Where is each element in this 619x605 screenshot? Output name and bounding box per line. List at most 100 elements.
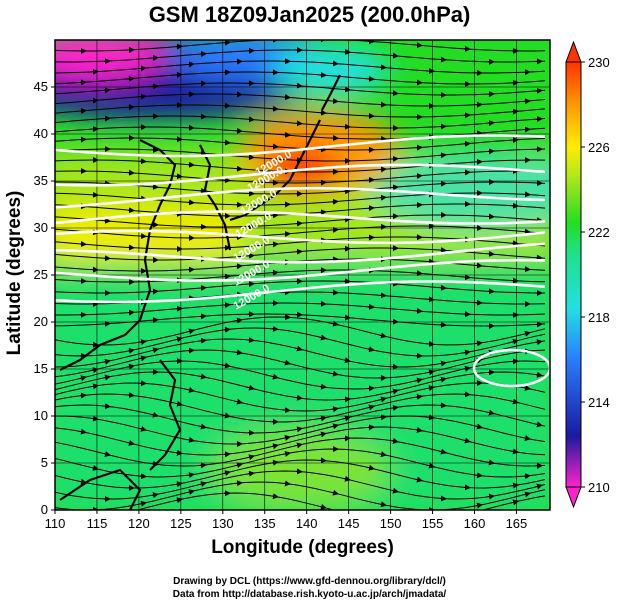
streamline-arrow: [487, 250, 495, 257]
streamline-arrow: [427, 340, 435, 347]
streamline-arrow: [128, 509, 135, 510]
streamline-arrow: [187, 489, 195, 495]
streamline-arrow: [80, 520, 86, 521]
streamline-arrow: [247, 281, 255, 288]
streamline-arrow: [187, 328, 195, 335]
y-tick-label: 30: [34, 220, 48, 235]
streamline-arrow: [331, 406, 339, 413]
y-tick-label: 15: [34, 361, 48, 376]
streamline-arrow: [511, 338, 519, 345]
streamline-arrow: [511, 108, 519, 115]
streamline-arrow: [127, 207, 135, 214]
streamline-arrow: [127, 347, 135, 354]
streamline-arrow: [319, 415, 327, 422]
streamline-arrow: [223, 470, 231, 477]
streamline: [55, 192, 546, 206]
streamline-arrow: [127, 75, 135, 82]
streamline-arrow: [439, 152, 447, 159]
x-tick-label: 155: [422, 516, 444, 531]
streamline-arrow: [247, 470, 255, 477]
streamline-arrow: [91, 383, 99, 390]
streamline-arrow: [427, 462, 435, 469]
streamline-arrow: [295, 82, 303, 89]
streamline-arrow: [199, 481, 207, 487]
streamline-arrow: [223, 139, 231, 146]
streamline-arrow: [247, 252, 255, 259]
streamline-arrow: [91, 415, 99, 422]
streamline-arrow: [175, 305, 183, 312]
streamline-arrow: [139, 473, 147, 480]
streamline: [55, 40, 546, 52]
streamline-arrow: [379, 451, 387, 458]
streamline-arrow: [427, 369, 435, 376]
streamline-arrow: [331, 489, 339, 496]
streamline-arrow: [464, 513, 470, 514]
contour-line: [55, 242, 546, 264]
streamline-arrow: [295, 394, 303, 401]
streamline-arrow: [103, 403, 111, 410]
streamline-arrow: [415, 173, 423, 180]
streamline-arrow: [127, 309, 135, 316]
streamline-arrow: [319, 431, 327, 438]
streamline-arrow: [187, 387, 195, 393]
streamline-arrow: [223, 412, 231, 419]
streamline-arrow: [283, 359, 291, 366]
streamline-arrow: [391, 318, 399, 325]
streamline-arrow: [487, 120, 495, 127]
streamline-arrow: [343, 475, 351, 482]
contour-closed: [472, 348, 550, 388]
streamline: [55, 71, 546, 85]
streamline-arrow: [103, 374, 111, 381]
contour-line: [55, 163, 546, 187]
streamline-arrow: [295, 120, 303, 127]
streamline-arrow: [271, 493, 279, 500]
streamline-arrow: [79, 428, 87, 435]
streamline-arrow: [319, 503, 327, 510]
streamline-arrow: [343, 216, 351, 223]
streamline-arrow: [511, 482, 519, 489]
streamline-arrow: [151, 411, 159, 418]
streamline-arrow: [79, 375, 87, 382]
streamline-arrow: [463, 437, 471, 444]
streamline-arrow: [415, 377, 423, 384]
streamline-arrow: [91, 465, 99, 471]
streamline-arrow: [295, 345, 303, 352]
y-tick-label: 5: [41, 455, 48, 470]
streamline-arrow: [487, 409, 495, 416]
streamline-arrow: [475, 130, 483, 137]
streamline: [55, 360, 546, 390]
x-tick-label: 120: [128, 516, 150, 531]
streamline: [55, 104, 546, 118]
streamline-arrow: [271, 143, 279, 150]
streamline-arrow: [535, 371, 543, 378]
streamline-arrow: [415, 427, 423, 433]
streamline-arrow: [175, 173, 183, 180]
streamline-arrow: [235, 263, 243, 270]
streamline-arrow: [235, 165, 243, 172]
streamline-arrow: [235, 480, 243, 487]
streamline-arrow: [367, 404, 375, 411]
streamline-arrow: [91, 97, 99, 104]
streamline-arrow: [79, 392, 87, 399]
streamline-arrow: [415, 393, 423, 400]
chart-title: GSM 18Z09Jan2025 (200.0hPa): [148, 2, 471, 27]
streamline-arrow: [331, 98, 339, 105]
streamline-arrow: [175, 400, 183, 407]
streamline-arrow: [475, 472, 483, 479]
streamline-arrow: [535, 483, 543, 490]
streamline-arrow: [511, 240, 519, 247]
streamline-arrow: [175, 481, 183, 488]
streamline: [55, 426, 546, 456]
streamline: [55, 126, 546, 140]
x-axis-label: Longitude (degrees): [211, 537, 394, 558]
contour-line: [55, 258, 546, 282]
streamline-arrow: [247, 454, 255, 461]
streamline-arrow: [283, 450, 291, 457]
streamline-arrow: [91, 367, 99, 374]
streamline-arrow: [379, 332, 387, 339]
streamline-arrow: [127, 363, 135, 370]
streamline-arrow: [283, 435, 291, 441]
streamline-arrow: [523, 473, 531, 480]
streamline-arrow: [175, 449, 183, 456]
